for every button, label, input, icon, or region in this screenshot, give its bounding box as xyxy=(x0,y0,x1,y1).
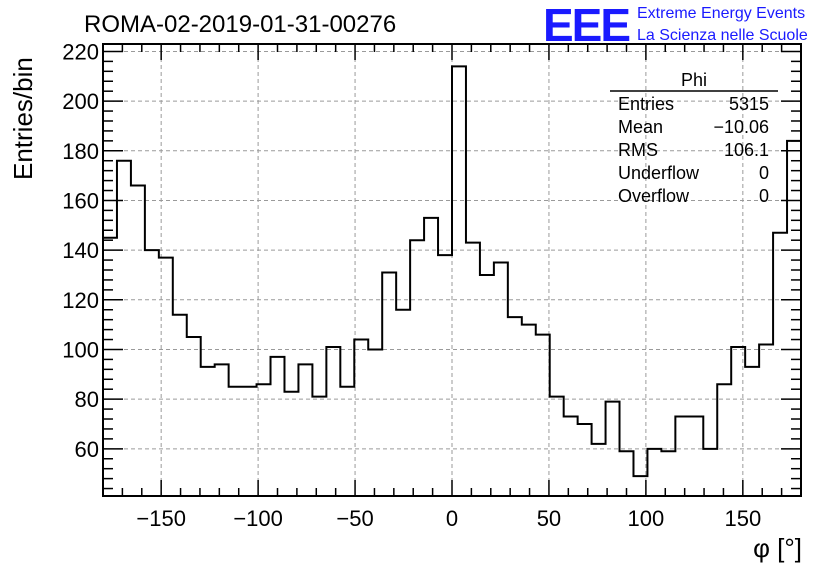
x-tick-label: −100 xyxy=(233,506,283,531)
stat-label-underflow: Underflow xyxy=(618,163,700,183)
stat-value-underflow: 0 xyxy=(759,163,769,183)
stat-label-overflow: Overflow xyxy=(618,186,690,206)
histogram-outline xyxy=(102,65,802,496)
y-tick-label: 160 xyxy=(62,188,99,213)
y-tick-label: 200 xyxy=(62,89,99,114)
y-axis-title: Entries/bin xyxy=(8,57,38,180)
y-tick-label: 140 xyxy=(62,238,99,263)
stats-title: Phi xyxy=(681,70,707,90)
y-tick-label: 220 xyxy=(62,39,99,64)
stats-box: Phi Entries 5315 Mean −10.06 RMS 106.1 U… xyxy=(610,70,778,206)
x-tick-label: 100 xyxy=(628,506,665,531)
y-tick-label: 100 xyxy=(62,337,99,362)
stat-value-entries: 5315 xyxy=(729,94,769,114)
stat-label-rms: RMS xyxy=(618,140,658,160)
x-tick-label: 50 xyxy=(537,506,561,531)
x-tick-label: −150 xyxy=(136,506,186,531)
x-tick-label: −50 xyxy=(336,506,373,531)
y-tick-label: 180 xyxy=(62,139,99,164)
x-tick-labels: −150 −100 −50 0 50 100 150 xyxy=(136,506,761,531)
x-axis-title: φ [°] xyxy=(753,533,802,563)
stat-label-entries: Entries xyxy=(618,94,674,114)
stat-value-rms: 106.1 xyxy=(724,140,769,160)
x-tick-label: 0 xyxy=(446,506,458,531)
logo-line-2: La Scienza nelle Scuole xyxy=(637,27,808,44)
eee-logo: EEE Extreme Energy Events La Scienza nel… xyxy=(543,0,808,51)
axis-ticks xyxy=(102,44,802,496)
logo-line-1: Extreme Energy Events xyxy=(637,5,805,22)
chart-title: ROMA-02-2019-01-31-00276 xyxy=(84,11,396,38)
y-tick-label: 60 xyxy=(75,437,99,462)
logo-mark: EEE xyxy=(543,0,629,51)
y-tick-label: 120 xyxy=(62,288,99,313)
stat-value-mean: −10.06 xyxy=(713,117,769,137)
y-tick-labels: 60 80 100 120 140 160 180 200 220 xyxy=(62,39,99,461)
stat-label-mean: Mean xyxy=(618,117,663,137)
stat-value-overflow: 0 xyxy=(759,186,769,206)
x-tick-label: 150 xyxy=(724,506,761,531)
y-tick-label: 80 xyxy=(75,387,99,412)
